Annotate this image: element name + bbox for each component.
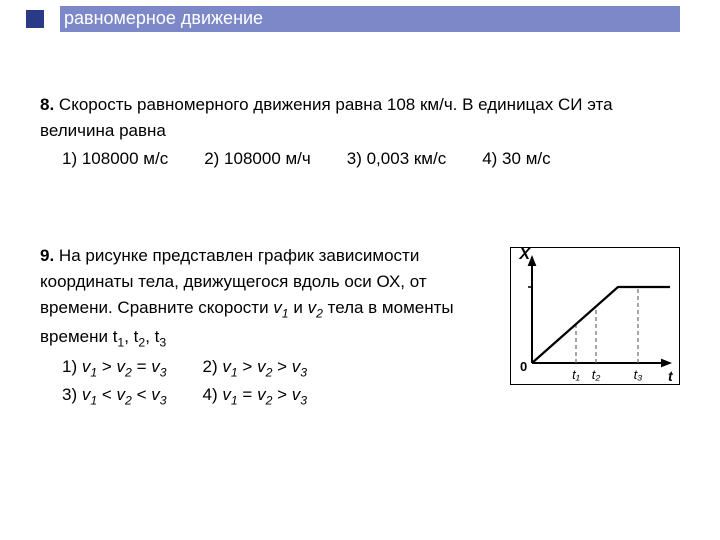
q8-opt-2: 2) 108000 м/ч bbox=[204, 149, 311, 169]
header: равномерное движение bbox=[0, 0, 720, 36]
q9-v2: v2 bbox=[308, 298, 323, 317]
header-bullet-icon bbox=[26, 10, 44, 28]
q8-options: 1) 108000 м/с 2) 108000 м/ч 3) 0,003 км/… bbox=[40, 149, 680, 169]
q8-text: Скорость равномерного движения равна 108… bbox=[40, 95, 613, 140]
svg-text:t₃: t₃ bbox=[634, 367, 643, 382]
q9-number: 9. bbox=[40, 246, 54, 265]
q9-opt-3: 3) v1 < v2 < v3 bbox=[62, 382, 167, 410]
svg-text:X: X bbox=[518, 247, 531, 263]
svg-text:0: 0 bbox=[520, 359, 527, 374]
q9-opt-1: 1) v1 > v2 = v3 bbox=[62, 354, 167, 382]
svg-text:t: t bbox=[668, 368, 674, 384]
q9-opt-2: 2) v1 > v2 > v3 bbox=[203, 354, 308, 382]
q9-options: 1) v1 > v2 = v3 2) v1 > v2 > v3 3) v1 < … bbox=[40, 354, 492, 411]
svg-text:t₁: t₁ bbox=[572, 367, 580, 382]
q8-number: 8. bbox=[40, 95, 54, 114]
question-9: 9. На рисунке представлен график зависим… bbox=[40, 243, 492, 411]
q8-opt-1: 1) 108000 м/с bbox=[62, 149, 168, 169]
position-time-chart: 0 Xt t₁ t₂ t₃ bbox=[510, 247, 680, 385]
q9-and: и bbox=[289, 298, 308, 317]
slide-content: 8. Скорость равномерного движения равна … bbox=[0, 92, 720, 411]
q8-opt-3: 3) 0,003 км/с bbox=[347, 149, 446, 169]
question-9-row: 9. На рисунке представлен график зависим… bbox=[40, 243, 680, 411]
slide-title: равномерное движение bbox=[60, 6, 680, 32]
q9-v1: v1 bbox=[273, 298, 288, 317]
q8-opt-4: 4) 30 м/с bbox=[482, 149, 550, 169]
question-8: 8. Скорость равномерного движения равна … bbox=[40, 92, 680, 145]
svg-text:t₂: t₂ bbox=[592, 367, 601, 382]
q9-opt-4: 4) v1 = v2 > v3 bbox=[203, 382, 308, 410]
